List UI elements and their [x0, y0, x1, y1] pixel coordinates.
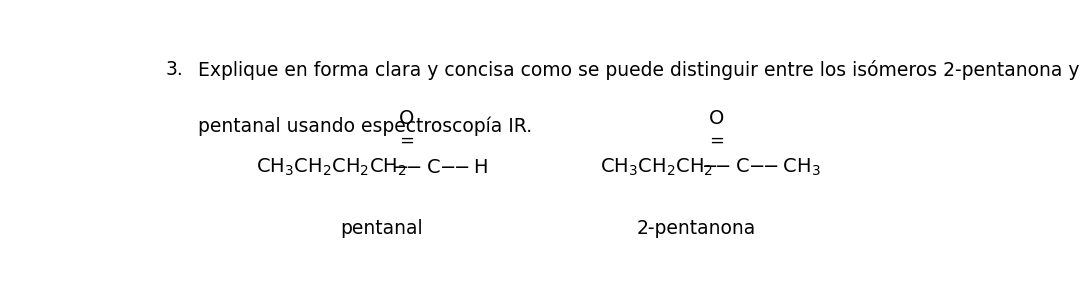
Text: Explique en forma clara y concisa como se puede distinguir entre los isómeros 2-: Explique en forma clara y concisa como s…	[198, 60, 1079, 80]
Text: 2-pentanona: 2-pentanona	[636, 219, 755, 238]
Text: $\mathsf{CH_3CH_2CH_2CH_2}$: $\mathsf{CH_3CH_2CH_2CH_2}$	[256, 157, 407, 178]
Text: 3.: 3.	[166, 60, 184, 79]
Text: pentanal usando espectroscopía IR.: pentanal usando espectroscopía IR.	[198, 116, 531, 136]
Text: O: O	[400, 109, 415, 128]
Text: $\mathsf{CH_3CH_2CH_2}$: $\mathsf{CH_3CH_2CH_2}$	[599, 157, 713, 178]
Text: =: =	[400, 132, 415, 150]
Text: $\mathsf{{\,}{-\!\!-}C{-\!\!-}CH_3}$: $\mathsf{{\,}{-\!\!-}C{-\!\!-}CH_3}$	[699, 157, 821, 178]
Text: O: O	[710, 109, 725, 128]
Text: pentanal: pentanal	[340, 219, 423, 238]
Text: $\mathsf{{\,}{-\!\!-}C{-\!\!-}H}$: $\mathsf{{\,}{-\!\!-}C{-\!\!-}H}$	[389, 158, 488, 177]
Text: =: =	[710, 132, 725, 150]
